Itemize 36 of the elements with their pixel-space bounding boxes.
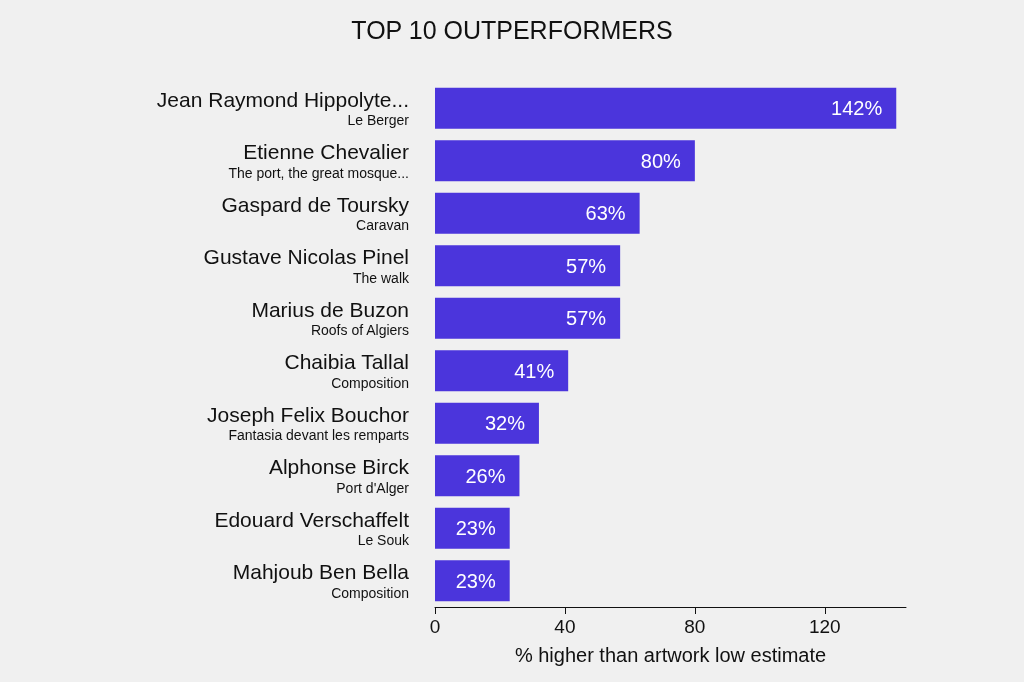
data-label: 80% — [640, 149, 682, 172]
bar — [435, 455, 520, 497]
bar — [435, 87, 897, 129]
data-label: 142% — [831, 97, 883, 120]
chart-title: TOP 10 OUTPERFORMERS — [351, 15, 673, 44]
y-tick-label: Marius de Buzon Roofs of Algiers — [251, 297, 409, 339]
data-label: 57% — [566, 254, 607, 277]
bar — [435, 560, 510, 602]
data-label: 26% — [465, 464, 506, 487]
y-tick-label: Alphonse Birck Port d'Alger — [268, 455, 410, 496]
data-label: 23% — [455, 517, 496, 540]
y-tick-label: Mahjoub Ben Bella Composition — [232, 560, 410, 601]
bar — [435, 140, 695, 182]
x-axis-title: % higher than artwork low estimate — [514, 644, 827, 666]
bar — [435, 402, 539, 444]
y-tick-label: Edouard Verschaffelt Le Souk — [214, 507, 410, 549]
y-tick-label: Jean Raymond Hippolyte... Le Berger — [156, 87, 410, 129]
data-label: 57% — [566, 307, 607, 330]
y-tick-label: Gaspard de Toursky Caravan — [221, 192, 410, 234]
bar — [435, 350, 569, 392]
x-tick-label: 80 — [684, 616, 706, 637]
bar — [435, 192, 640, 234]
x-tick-label: 120 — [808, 616, 841, 637]
bar — [435, 245, 621, 287]
x-tick-label: 40 — [554, 616, 576, 637]
bar — [435, 507, 510, 549]
x-tick-label: 0 — [429, 616, 441, 637]
y-tick-label: Joseph Felix Bouchor Fantasia devant les remparts — [207, 402, 409, 444]
data-label: 23% — [455, 569, 496, 592]
y-tick-label: Chaibia Tallal Composition — [284, 350, 409, 391]
y-tick-label: Etienne Chevalier The port, the great mosque... — [228, 140, 410, 181]
bar — [435, 297, 621, 339]
data-label: 63% — [585, 202, 626, 225]
data-label: 32% — [484, 412, 526, 435]
y-tick-label: Gustave Nicolas Pinel The walk — [203, 245, 410, 286]
data-label: 41% — [514, 359, 555, 382]
